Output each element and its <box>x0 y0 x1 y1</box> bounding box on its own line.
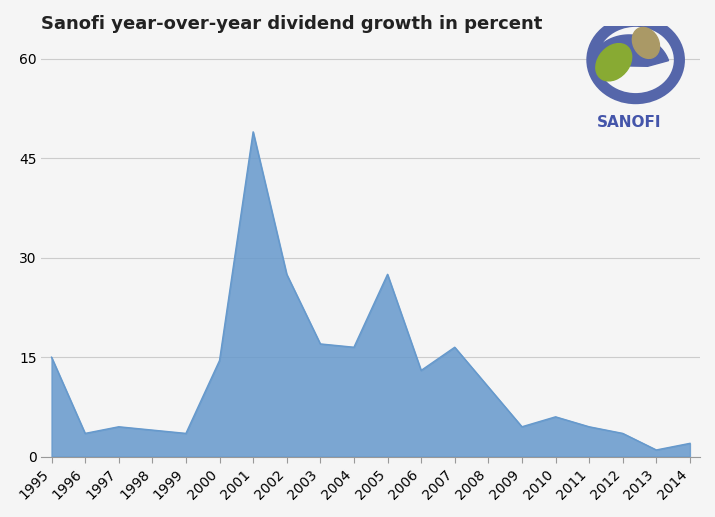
Ellipse shape <box>596 43 631 81</box>
Ellipse shape <box>632 27 659 58</box>
Text: SANOFI: SANOFI <box>597 115 661 130</box>
Text: Sanofi year-over-year dividend growth in percent: Sanofi year-over-year dividend growth in… <box>41 15 543 33</box>
Polygon shape <box>591 35 669 66</box>
